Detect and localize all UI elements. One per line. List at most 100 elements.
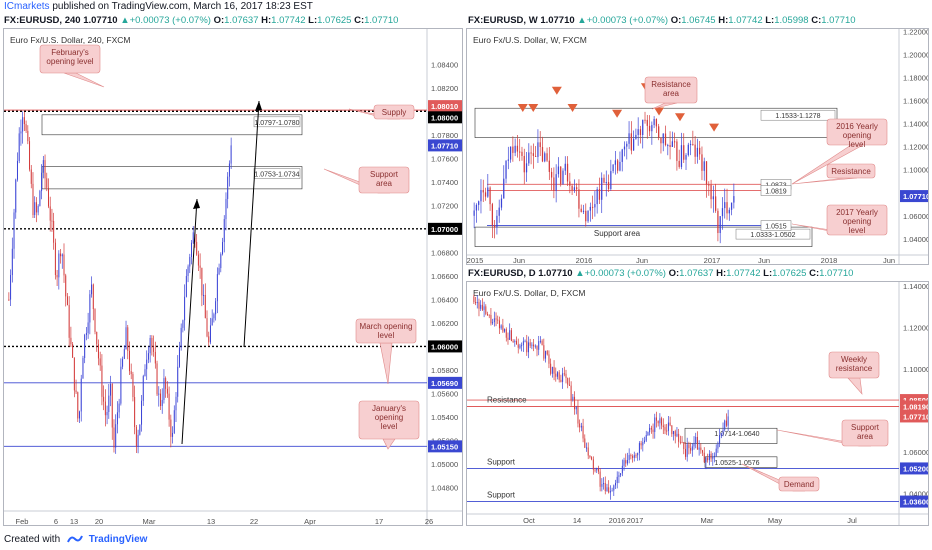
candle-body — [648, 125, 651, 132]
callout-2016-yearly-opening — [826, 118, 888, 146]
callout-2017-yearly-opening — [826, 204, 888, 236]
candle-body — [130, 371, 132, 375]
callout-resistance-area-text: Resistance — [651, 80, 691, 89]
candle-body — [177, 366, 179, 397]
candle-body — [662, 425, 664, 428]
candle-body — [589, 206, 591, 211]
weekly-chart[interactable]: Euro Fx/U.S. Dollar, W, FXCM 1.1533-1.127… — [467, 29, 929, 265]
daily-chart-panel[interactable]: Euro Fx/U.S. Dollar, D, FXCM 1.0714-1.064… — [466, 281, 929, 526]
candle-body — [660, 137, 662, 144]
candle-body — [514, 145, 516, 153]
candle-body — [211, 318, 213, 326]
candle-body — [553, 177, 555, 191]
candle-body — [189, 256, 191, 267]
x-tick-label: 2015 — [467, 256, 483, 265]
h4-high: 1.07742 — [271, 15, 306, 26]
candle-body — [673, 431, 675, 435]
zone-box — [41, 114, 303, 136]
callout-jan-opening-text: level — [381, 422, 398, 431]
support-area-label: Support area — [594, 229, 641, 238]
candle-body — [678, 433, 680, 442]
candle-body — [516, 145, 519, 152]
zone-label: 1.0753-1.0734 — [254, 172, 299, 179]
candle-body — [599, 471, 601, 487]
candle-body — [550, 171, 553, 178]
candle-body — [487, 313, 489, 315]
h4-chart-panel[interactable]: Euro Fx/U.S. Dollar, 240, FXCM 1.0797-1.0… — [3, 28, 463, 526]
candle-body — [496, 215, 498, 228]
candle-body — [541, 147, 544, 162]
y-tick-label: 1.05600 — [431, 389, 458, 398]
down-arrow-marker-icon — [517, 104, 528, 113]
candle-body — [227, 176, 229, 199]
candle-body — [94, 309, 96, 332]
y-tick-label: 1.05400 — [431, 413, 458, 422]
y-tick-label: 1.20000 — [903, 50, 929, 59]
arrow-line — [181, 198, 198, 445]
zone-label: 1.1533-1.1278 — [775, 113, 820, 120]
candle-body — [645, 435, 647, 441]
candle-body — [118, 403, 120, 413]
y-tick-label: 1.06200 — [431, 319, 458, 328]
candle-body — [230, 145, 232, 164]
candle-body — [65, 275, 67, 297]
candle-body — [569, 181, 571, 186]
candle-body — [649, 427, 651, 433]
candle-body — [228, 163, 230, 177]
candle-body — [481, 304, 483, 310]
candle-body — [633, 455, 635, 458]
candle-body — [580, 208, 582, 212]
y-tick-label: 1.04000 — [903, 235, 929, 244]
candle-body — [141, 400, 143, 425]
callout-resistance — [826, 163, 876, 179]
candle-body — [705, 161, 708, 185]
candle-body — [591, 457, 593, 460]
candle-body — [655, 118, 658, 127]
candle-body — [120, 366, 122, 404]
candle-body — [517, 344, 519, 348]
down-arrow-marker-icon — [612, 109, 623, 118]
y-tick-label: 1.14000 — [903, 282, 929, 291]
price-tag-label: 1.07710 — [431, 141, 458, 150]
candle-body — [685, 155, 687, 160]
candle-body — [557, 166, 560, 175]
candle-body — [708, 453, 710, 461]
callout-feb-opening-text: February's — [51, 48, 89, 57]
candle-body — [666, 430, 668, 432]
candle-body — [103, 396, 105, 402]
tradingview-link[interactable]: TradingView — [88, 534, 148, 545]
candle-body — [532, 153, 535, 156]
price-tag-bg — [900, 190, 928, 203]
candle-body — [156, 363, 158, 395]
candle-body — [720, 433, 722, 436]
candle-body — [596, 468, 598, 471]
callout-2017-yearly-opening-text: level — [849, 226, 866, 235]
candle-body — [503, 178, 505, 199]
candle-body — [702, 450, 704, 453]
daily-symbol: FX:EURUSD, D — [468, 268, 536, 279]
candle-body — [664, 427, 666, 431]
candle-body — [585, 447, 587, 449]
candle-body — [23, 117, 25, 125]
candle-body — [197, 254, 199, 266]
weekly-chart-panel[interactable]: Euro Fx/U.S. Dollar, W, FXCM 1.1533-1.127… — [466, 28, 929, 265]
arrow-line — [243, 100, 260, 348]
publisher-link[interactable]: ICmarkets — [4, 1, 50, 12]
candle-body — [619, 161, 621, 171]
y-tick-label: 1.04000 — [903, 489, 929, 498]
candle-body — [493, 318, 495, 323]
candle-body — [630, 133, 632, 151]
x-tick-label: Mar — [701, 516, 714, 525]
daily-chart[interactable]: Euro Fx/U.S. Dollar, D, FXCM 1.0714-1.064… — [467, 282, 929, 526]
candle-body — [203, 294, 205, 296]
candle-body — [191, 242, 193, 257]
candle-body — [66, 296, 68, 306]
candle-body — [550, 363, 552, 374]
candle-body — [728, 209, 730, 214]
tradingview-logo-icon — [67, 535, 83, 543]
callout-demand — [778, 476, 820, 492]
h4-chart[interactable]: Euro Fx/U.S. Dollar, 240, FXCM 1.0797-1.0… — [4, 29, 463, 526]
candle-body — [687, 144, 689, 156]
candle-body — [611, 490, 613, 492]
h4-symbol: FX:EURUSD, 240 — [4, 15, 81, 26]
